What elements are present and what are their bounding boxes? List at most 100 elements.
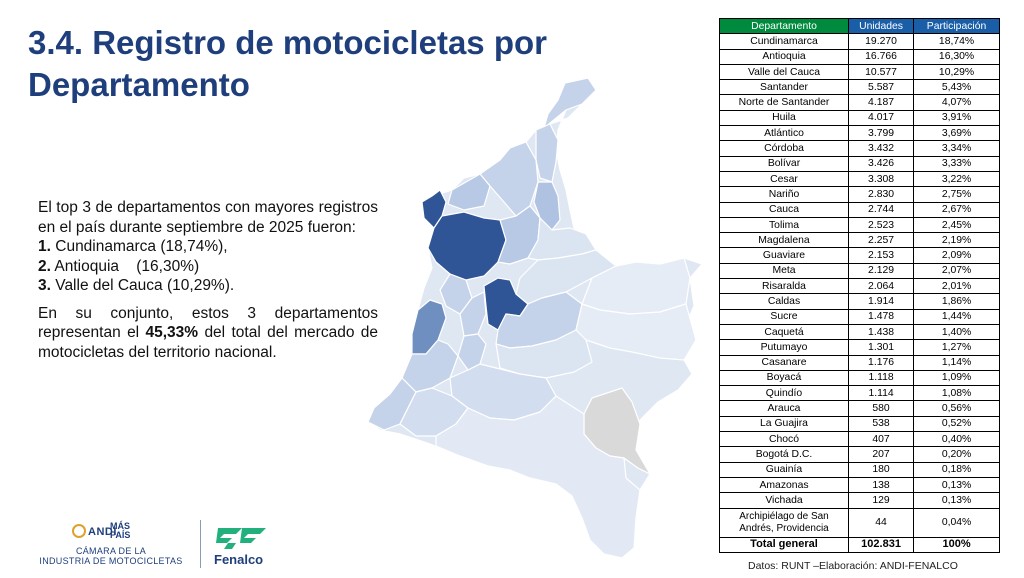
cell-departamento: Bolívar <box>719 155 849 172</box>
cell-participacion: 0,04% <box>913 507 1000 538</box>
cell-participacion: 0,18% <box>913 461 1000 478</box>
cell-total-unidades: 102.831 <box>847 536 915 553</box>
cell-departamento: Atlántico <box>719 125 849 142</box>
table-row: Archipiélago de San Andrés, Providencia 4… <box>719 507 1000 538</box>
cell-unidades: 19.270 <box>847 33 915 50</box>
table-row: Huila 4.017 3,91% <box>719 109 1000 127</box>
cell-total-participacion: 100% <box>913 536 1000 553</box>
table-row: Norte de Santander 4.187 4,07% <box>719 94 1000 111</box>
cell-participacion: 16,30% <box>913 48 1000 65</box>
table-row: Bogotá D.C. 207 0,20% <box>719 446 1000 463</box>
cell-unidades: 2.153 <box>847 247 915 264</box>
cell-total-label: Total general <box>719 536 849 553</box>
andi-camara-logo: ANDI MÁS PAÍS CÁMARA DE LA INDUSTRIA DE MO… <box>26 522 196 572</box>
cell-participacion: 1,27% <box>913 339 1000 356</box>
cell-participacion: 2,45% <box>913 216 1000 234</box>
table-row: La Guajira 538 0,52% <box>719 415 1000 433</box>
cell-participacion: 1,09% <box>913 369 1000 387</box>
cell-participacion: 3,22% <box>913 170 1000 188</box>
cell-departamento: La Guajira <box>719 415 849 433</box>
cell-departamento: Magdalena <box>719 232 849 249</box>
table-row: Amazonas 138 0,13% <box>719 476 1000 494</box>
summary-paragraph: En su conjunto, estos 3 departamentos re… <box>38 304 379 361</box>
cell-participacion: 1,40% <box>913 323 1000 341</box>
table-row: Caquetá 1.438 1,40% <box>719 323 1000 341</box>
table-row: Quindío 1.114 1,08% <box>719 385 1000 402</box>
table-row: Antioquia 16.766 16,30% <box>719 48 1000 65</box>
table-row: Chocó 407 0,40% <box>719 431 1000 448</box>
table-row: Arauca 580 0,56% <box>719 400 1000 417</box>
cell-unidades: 3.426 <box>847 155 915 172</box>
table-header-row: Departamento Unidades Participación <box>719 17 1000 35</box>
cell-departamento: Amazonas <box>719 476 849 494</box>
source-note: Datos: RUNT –Elaboración: ANDI-FENALCO <box>748 560 958 572</box>
cell-unidades: 1.118 <box>847 369 915 387</box>
cell-unidades: 1.914 <box>847 293 915 310</box>
cell-participacion: 2,07% <box>913 262 1000 280</box>
cell-participacion: 1,44% <box>913 308 1000 325</box>
cell-participacion: 0,52% <box>913 415 1000 433</box>
cell-unidades: 3.799 <box>847 125 915 142</box>
table-row: Vichada 129 0,13% <box>719 492 1000 509</box>
table-row: Tolima 2.523 2,45% <box>719 216 1000 234</box>
table-row: Casanare 1.176 1,14% <box>719 354 1000 371</box>
colombia-department-map <box>367 78 703 559</box>
table-row: Atlántico 3.799 3,69% <box>719 125 1000 142</box>
cell-unidades: 538 <box>847 415 915 433</box>
cell-participacion: 2,19% <box>913 232 1000 249</box>
cell-participacion: 10,29% <box>913 63 1000 81</box>
cell-unidades: 3.308 <box>847 170 915 188</box>
table-row: Boyacá 1.118 1,09% <box>719 369 1000 387</box>
cell-participacion: 1,08% <box>913 385 1000 402</box>
cell-unidades: 138 <box>847 476 915 494</box>
header-participacion: Participación <box>913 17 1000 35</box>
fenalco-name: Fenalco <box>214 552 264 567</box>
cell-unidades: 2.744 <box>847 201 915 218</box>
intro-paragraph: El top 3 de departamentos con mayores re… <box>38 199 378 236</box>
fenalco-logo: Fenalco <box>210 524 280 572</box>
cell-departamento: Norte de Santander <box>719 94 849 111</box>
map-region-putumayo <box>399 387 469 437</box>
cell-departamento: Archipiélago de San Andrés, Providencia <box>719 507 849 538</box>
cell-participacion: 5,43% <box>913 79 1000 96</box>
andi-logo: ANDI <box>72 524 117 538</box>
page-title: 3.4. Registro de motocicletas por Depart… <box>28 24 547 103</box>
cell-unidades: 580 <box>847 400 915 417</box>
cell-participacion: 0,56% <box>913 400 1000 417</box>
cell-unidades: 4.017 <box>847 109 915 127</box>
cell-participacion: 2,01% <box>913 278 1000 295</box>
table-row: Nariño 2.830 2,75% <box>719 186 1000 203</box>
cell-departamento: Chocó <box>719 431 849 448</box>
table-row: Sucre 1.478 1,44% <box>719 308 1000 325</box>
cell-departamento: Guaviare <box>719 247 849 264</box>
cell-departamento: Valle del Cauca <box>719 63 849 81</box>
cell-unidades: 4.187 <box>847 94 915 111</box>
cell-unidades: 129 <box>847 492 915 509</box>
cell-participacion: 2,67% <box>913 201 1000 218</box>
cell-participacion: 0,13% <box>913 492 1000 509</box>
cell-departamento: Nariño <box>719 186 849 203</box>
cell-participacion: 3,91% <box>913 109 1000 127</box>
table-row: Cesar 3.308 3,22% <box>719 170 1000 188</box>
cell-departamento: Guainía <box>719 461 849 478</box>
cell-departamento: Bogotá D.C. <box>719 446 849 463</box>
cell-unidades: 3.432 <box>847 140 915 157</box>
table-row: Caldas 1.914 1,86% <box>719 293 1000 310</box>
cell-departamento: Putumayo <box>719 339 849 356</box>
table-row: Cauca 2.744 2,67% <box>719 201 1000 218</box>
header-departamento: Departamento <box>719 17 849 35</box>
cell-participacion: 0,13% <box>913 476 1000 494</box>
table-row: Magdalena 2.257 2,19% <box>719 232 1000 249</box>
cell-departamento: Caquetá <box>719 323 849 341</box>
cell-departamento: Córdoba <box>719 140 849 157</box>
table-row: Santander 5.587 5,43% <box>719 79 1000 96</box>
camara-name: CÁMARA DE LA INDUSTRIA DE MOTOCICLETAS <box>39 546 183 566</box>
cell-unidades: 207 <box>847 446 915 463</box>
map-region-amazonas <box>435 395 641 559</box>
cell-participacion: 3,34% <box>913 140 1000 157</box>
top3-item-1: 1. Cundinamarca (18,74%), <box>38 238 228 255</box>
table-row: Córdoba 3.432 3,34% <box>719 140 1000 157</box>
cell-departamento: Huila <box>719 109 849 127</box>
table-row: Risaralda 2.064 2,01% <box>719 278 1000 295</box>
table-row: Putumayo 1.301 1,27% <box>719 339 1000 356</box>
